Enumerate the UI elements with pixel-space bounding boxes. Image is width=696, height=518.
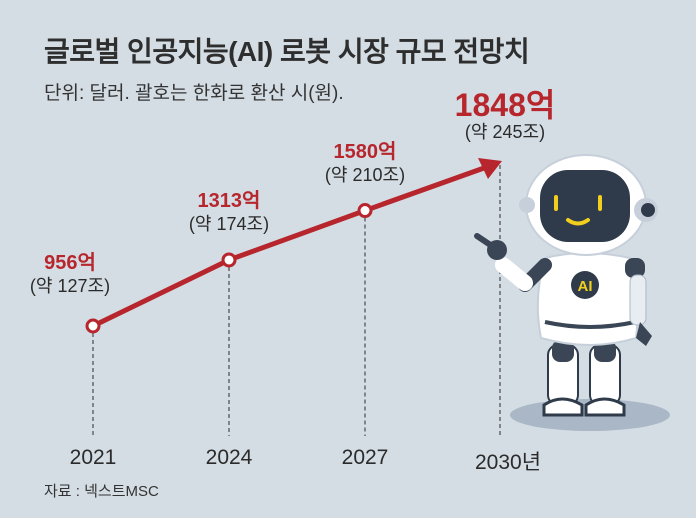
chart-subtitle: 단위: 달러. 괄호는 한화로 환산 시(원). [44,83,344,104]
data-point [357,203,373,219]
data-point [221,252,237,268]
arrow-head [478,157,502,179]
krw-label: (약 174조) [188,214,270,234]
series-segment [362,165,487,214]
x-tick-label: 2027 [341,446,389,469]
value-label: 1848억 [454,87,556,123]
data-point [85,318,101,334]
x-tick-label: 2024 [205,446,253,469]
x-tick-label: 2030년 [474,451,542,474]
series-segment [90,257,232,329]
chart-title: 글로벌 인공지능(AI) 로봇 시장 규모 전망치 [44,36,530,67]
value-label: 1313억 [197,190,261,212]
x-tick-label: 2021 [69,446,117,469]
krw-label: (약 245조) [464,122,546,142]
krw-label: (약 127조) [29,276,111,296]
svg-text:AI: AI [578,278,593,295]
value-label: 1580억 [333,141,397,163]
series-segment [226,208,368,263]
source-note: 자료 : 넥스트MSC [44,483,159,500]
robot-illustration: AI [474,154,670,431]
value-label: 956억 [44,252,96,274]
krw-label: (약 210조) [324,165,406,185]
